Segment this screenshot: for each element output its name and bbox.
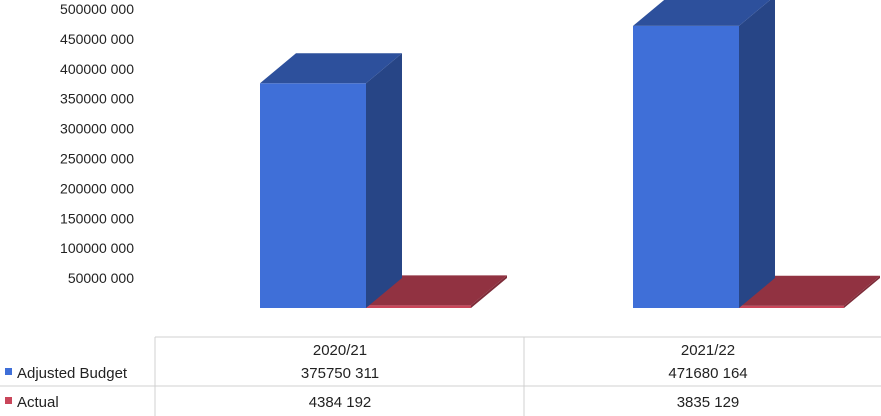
bar-adjusted-budget-1 [260, 53, 402, 308]
y-tick-label: 50000 000 [68, 270, 134, 286]
y-tick-label: 100000 000 [60, 240, 134, 256]
y-tick-label: 250000 000 [60, 151, 134, 167]
category-label: 2021/22 [681, 342, 735, 359]
bar-actual-2 [738, 275, 880, 308]
table-value: 3835 129 [677, 394, 740, 411]
data-table: 2020/21 2021/22 Adjusted Budget 375750 311 4… [0, 336, 881, 416]
y-tick-label: 300000 000 [60, 121, 134, 137]
y-axis-ticks: 50000 000 100000 000 150000 000 200000 000 2… [60, 1, 134, 286]
y-tick-label: 400000 000 [60, 61, 134, 77]
y-tick-label: 350000 000 [60, 91, 134, 107]
y-tick-label: 450000 000 [60, 31, 134, 47]
series-name: Actual [17, 394, 59, 411]
category-label: 2020/21 [313, 342, 367, 359]
y-tick-label: 500000 000 [60, 1, 134, 17]
table-value: 375750 311 [301, 365, 379, 382]
series-name: Adjusted Budget [17, 365, 128, 382]
bars [260, 0, 880, 308]
bar-adjusted-budget-2 [633, 0, 775, 308]
y-tick-label: 200000 000 [60, 180, 134, 196]
table-value: 471680 164 [668, 365, 747, 382]
y-tick-label: 150000 000 [60, 210, 134, 226]
table-value: 4384 192 [309, 394, 372, 411]
legend-swatch [5, 397, 12, 404]
bar-actual-1 [365, 275, 507, 308]
legend-swatch [5, 368, 12, 375]
